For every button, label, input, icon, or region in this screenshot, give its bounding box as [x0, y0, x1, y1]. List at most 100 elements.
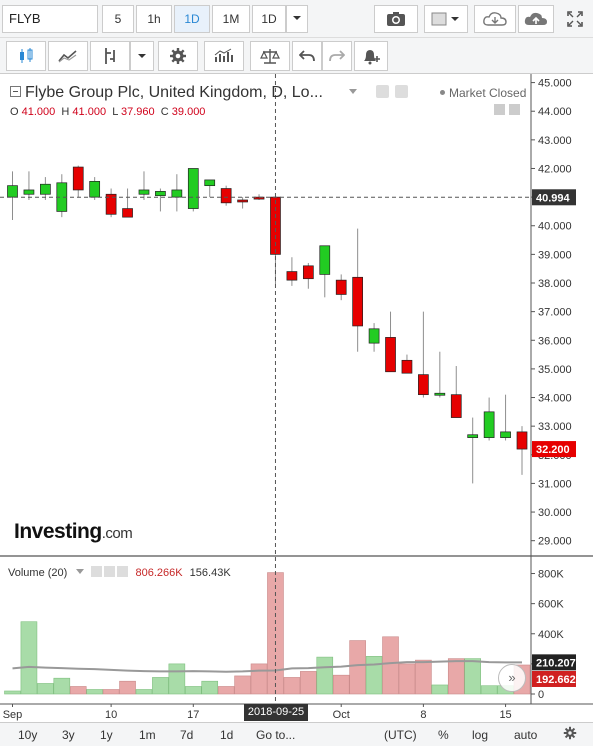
undo-button[interactable]	[292, 41, 322, 71]
last-price-tag-text: 32.200	[536, 444, 570, 456]
volume-tick-label: 400K	[538, 629, 564, 641]
volume-bar	[267, 572, 284, 695]
color-swatch-icon	[431, 12, 459, 26]
price-tick-label: 43.000	[538, 135, 572, 147]
timezone-button[interactable]: (UTC)	[384, 728, 417, 742]
range-1m-button[interactable]: 1m	[139, 728, 156, 742]
camera-icon	[387, 12, 405, 26]
candle-body	[220, 188, 232, 204]
chevron-down-icon	[138, 54, 146, 58]
price-tick-label: 45.000	[538, 78, 572, 90]
volume-bar	[365, 656, 383, 695]
redo-button[interactable]	[322, 41, 352, 71]
volume-bar	[4, 690, 21, 695]
alert-button[interactable]	[354, 41, 388, 71]
candle-body	[40, 183, 51, 195]
volume-tick-label: 800K	[538, 569, 564, 581]
close-label: C	[160, 106, 169, 118]
candle-body	[7, 185, 18, 198]
compare-symbols-button[interactable]	[250, 41, 290, 71]
volume-bar	[431, 684, 449, 695]
settings-button[interactable]	[158, 41, 198, 71]
close-icon[interactable]	[117, 566, 129, 577]
volume-bar	[53, 677, 71, 695]
indicators-button[interactable]	[90, 41, 130, 71]
candlestick-icon	[20, 48, 33, 63]
volume-bar	[119, 680, 136, 695]
arrow-up-icon[interactable]	[509, 104, 520, 115]
chart-title: Flybe Group Plc, United Kingdom, D, Lo..…	[25, 84, 323, 101]
candles-style-button[interactable]	[6, 41, 46, 71]
scroll-to-latest-button[interactable]: »	[498, 664, 526, 692]
volume-ma-tag-bg	[532, 654, 576, 671]
gear-icon[interactable]	[395, 85, 409, 98]
interval-1d-button[interactable]: 1D	[174, 5, 210, 33]
arrow-down-icon[interactable]	[494, 104, 505, 115]
range-1y-button[interactable]: 1y	[100, 728, 113, 742]
price-tick-label: 37.000	[538, 307, 572, 319]
volume-ma-value: 156.43K	[189, 567, 231, 579]
percent-scale-button[interactable]: %	[438, 728, 449, 742]
interval-select[interactable]: 1D	[252, 5, 286, 33]
save-chart-button[interactable]	[518, 5, 554, 33]
volume-bar	[20, 621, 38, 695]
scale-icon	[260, 49, 280, 64]
gear-icon	[563, 726, 577, 740]
range-1d-button[interactable]: 1d	[220, 728, 234, 742]
time-tick-label: 8	[420, 709, 426, 721]
time-tick-label: Oct	[333, 709, 350, 721]
range-7d-button[interactable]: 7d	[180, 728, 194, 742]
chevron-down-icon[interactable]	[76, 569, 85, 574]
range-3y-button[interactable]: 3y	[62, 728, 75, 742]
logo-text: Investing	[14, 520, 102, 543]
volume-ma-line	[12, 660, 522, 673]
interval-1h-button[interactable]: 1h	[136, 5, 172, 33]
time-tick-label: 17	[187, 709, 199, 721]
interval-1m-button[interactable]: 1M	[212, 5, 250, 33]
chart-style-dropdown[interactable]	[424, 5, 468, 33]
price-tick-label: 44.000	[538, 106, 572, 118]
gear-icon[interactable]	[104, 566, 116, 577]
volume-label: Volume (20)	[8, 567, 68, 579]
eye-icon[interactable]	[91, 566, 103, 577]
redo-icon	[329, 50, 345, 62]
volume-value: 806.266K	[135, 567, 183, 579]
compare-button[interactable]	[48, 41, 88, 71]
volume-bar	[69, 686, 87, 695]
eye-icon[interactable]	[375, 85, 389, 98]
load-chart-button[interactable]	[474, 5, 516, 33]
screenshot-button[interactable]	[374, 5, 418, 33]
range-10y-button[interactable]: 10y	[18, 728, 38, 742]
bottom-toolbar: 10y 3y 1y 1m 7d 1d Go to... (UTC) % log …	[0, 722, 593, 746]
candle-body	[23, 189, 35, 195]
crosshair-date-tag: 2018-09-25	[244, 704, 308, 721]
fullscreen-button[interactable]	[560, 5, 590, 33]
status-dot-icon	[440, 90, 445, 95]
candle-body	[516, 431, 528, 450]
volume-bar	[234, 675, 251, 695]
candle-body	[319, 245, 331, 275]
last-price-tag: 32.200	[532, 441, 576, 458]
price-tick-label: 40.000	[538, 221, 572, 233]
price-chart[interactable]: 45.000 44.000 43.000 42.000 41.000 40.000 39.0…	[0, 74, 593, 722]
indicators-dropdown-button[interactable]	[130, 41, 154, 71]
candlestick-series	[7, 165, 528, 484]
settings-button[interactable]	[563, 726, 577, 743]
auto-scale-button[interactable]: auto	[514, 728, 538, 742]
candle-body	[72, 166, 84, 191]
volume-bar	[201, 680, 219, 695]
chevron-down-icon[interactable]	[349, 89, 358, 94]
studies-button[interactable]	[204, 41, 244, 71]
double-chevron-right-icon: »	[508, 670, 516, 685]
symbol-input[interactable]: FLYB	[2, 5, 98, 33]
log-scale-button[interactable]: log	[472, 728, 489, 742]
crosshair-price-tag-bg	[532, 189, 576, 206]
volume-tick-label: 600K	[538, 599, 564, 611]
price-tick-label: 35.000	[538, 364, 572, 376]
goto-date-button[interactable]: Go to...	[256, 728, 296, 742]
high-label: H	[61, 106, 70, 118]
interval-5min-button[interactable]: 5	[102, 5, 134, 33]
low-label: L	[112, 106, 118, 118]
interval-dropdown-button[interactable]	[286, 5, 308, 33]
collapse-icon[interactable]	[10, 86, 21, 97]
